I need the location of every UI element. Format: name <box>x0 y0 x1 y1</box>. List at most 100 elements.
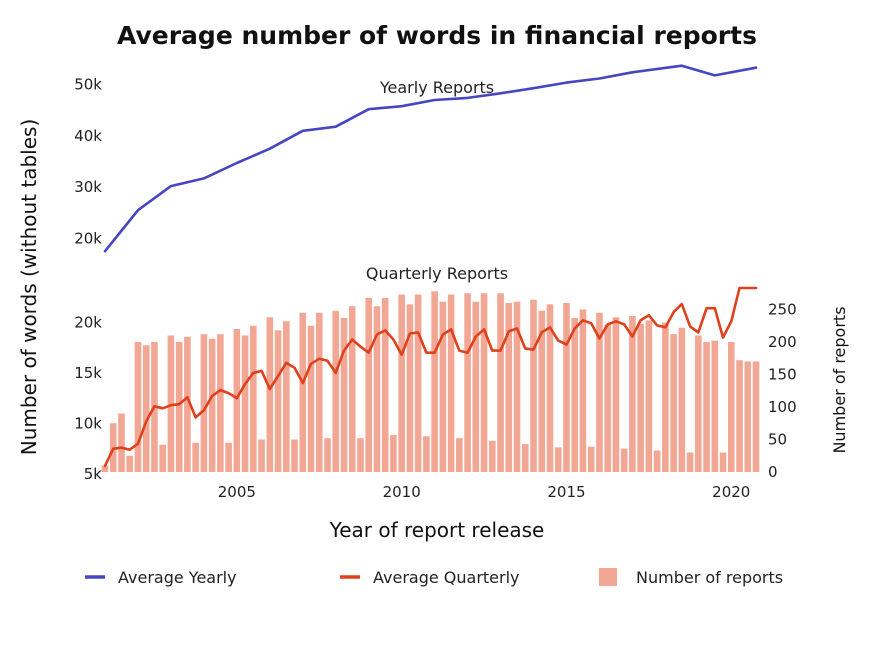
legend-bar-swatch <box>599 568 617 586</box>
reports-bar <box>719 452 727 472</box>
reports-bar <box>489 440 496 472</box>
x-tick-label: 2010 <box>383 483 421 501</box>
bars-group <box>101 291 760 472</box>
legend-label: Average Yearly <box>118 568 237 587</box>
reports-bar <box>513 301 521 472</box>
reports-bar <box>538 310 546 472</box>
x-tick-label: 2020 <box>712 483 750 501</box>
reports-bar <box>662 322 669 472</box>
reports-bar <box>480 293 488 472</box>
yearly-series-line <box>103 64 758 253</box>
reports-bar <box>307 325 315 472</box>
x-axis-label: Year of report release <box>329 518 545 542</box>
reports-bar <box>703 342 710 472</box>
y2-tick-label: 0 <box>768 463 778 481</box>
reports-bar <box>505 303 513 472</box>
reports-bar <box>587 446 595 472</box>
reports-bar <box>579 309 587 472</box>
reports-bar <box>340 317 348 472</box>
reports-bar <box>472 301 480 472</box>
reports-bar <box>200 334 208 472</box>
x-tick-label: 2005 <box>218 483 256 501</box>
reports-bar <box>678 327 686 472</box>
y-axis-label: Number of words (without tables) <box>17 119 41 456</box>
reports-bar <box>266 317 274 472</box>
reports-bar <box>373 306 381 472</box>
legend-label: Number of reports <box>636 568 783 587</box>
quarterly-y-tick-label: 15k <box>74 364 102 382</box>
yearly-y-tick-label: 40k <box>74 127 102 145</box>
reports-bar <box>167 335 175 472</box>
reports-bar <box>134 342 142 472</box>
reports-bar <box>653 450 661 472</box>
legend-item: Number of reports <box>599 568 783 587</box>
reports-bar <box>464 293 471 472</box>
reports-bar <box>736 360 743 472</box>
reports-bar <box>554 447 562 472</box>
y2-axis-label: Number of reports <box>830 306 849 453</box>
reports-bar <box>423 436 430 472</box>
reports-bar <box>620 448 628 472</box>
reports-bar <box>612 317 620 472</box>
quarterly-panel-label: Quarterly Reports <box>366 264 508 283</box>
reports-bar <box>365 297 372 472</box>
reports-bar <box>447 294 455 472</box>
reports-bar <box>291 439 298 472</box>
reports-bar <box>192 442 199 472</box>
reports-bar <box>241 335 249 472</box>
legend-item: Average Quarterly <box>340 568 520 587</box>
yearly-y-tick-label: 30k <box>74 178 102 196</box>
quarterly-series-line <box>103 286 758 468</box>
reports-bar <box>381 297 389 472</box>
reports-bar <box>233 329 241 472</box>
y2-tick-label: 150 <box>768 366 797 384</box>
reports-bar <box>563 303 570 472</box>
reports-bar <box>629 316 636 472</box>
yearly-panel-label: Yearly Reports <box>379 78 494 97</box>
reports-bar <box>414 294 422 472</box>
reports-bar <box>159 444 166 472</box>
y2-tick-label: 200 <box>768 333 797 351</box>
quarterly-y-tick-label: 5k <box>84 465 103 483</box>
reports-bar <box>357 438 364 472</box>
reports-bar <box>184 336 191 472</box>
y2-tick-label: 250 <box>768 301 797 319</box>
legend-label: Average Quarterly <box>373 568 520 587</box>
reports-bar <box>686 452 694 472</box>
y2-tick-label: 100 <box>768 398 797 416</box>
reports-bar <box>217 334 224 472</box>
reports-bar <box>126 455 134 472</box>
yearly-y-tick-label: 20k <box>74 229 102 247</box>
ticks-group: 20k 30k 40k 50k 5k 10k 15k 20k 0 50 100 150 200 250 20… <box>74 76 796 501</box>
quarterly-y-tick-label: 10k <box>74 414 102 432</box>
reports-bar <box>299 312 307 472</box>
reports-bar <box>645 320 653 472</box>
quarterly-y-tick-label: 20k <box>74 313 102 331</box>
reports-bar <box>348 306 356 472</box>
reports-bar <box>324 438 331 472</box>
reports-bar <box>711 340 719 472</box>
reports-bar <box>695 335 702 472</box>
reports-bar <box>727 342 735 472</box>
reports-bar <box>258 439 265 472</box>
reports-bar <box>332 310 340 472</box>
yearly-y-tick-label: 50k <box>74 76 102 94</box>
reports-bar <box>521 444 529 472</box>
reports-bar <box>497 293 504 472</box>
reports-bar <box>670 334 677 472</box>
reports-bar <box>744 361 752 472</box>
reports-bar <box>546 304 554 472</box>
reports-bar <box>571 317 579 472</box>
reports-bar <box>274 330 282 472</box>
reports-bar <box>225 442 232 472</box>
x-tick-label: 2015 <box>547 483 585 501</box>
reports-bar <box>208 338 216 472</box>
y2-tick-label: 50 <box>768 431 787 449</box>
reports-bar <box>315 312 323 472</box>
reports-bar <box>390 434 397 472</box>
reports-bar <box>439 301 447 472</box>
reports-bar <box>637 323 644 472</box>
reports-bar <box>142 345 150 472</box>
reports-bar <box>604 324 611 472</box>
reports-bar <box>456 438 463 472</box>
